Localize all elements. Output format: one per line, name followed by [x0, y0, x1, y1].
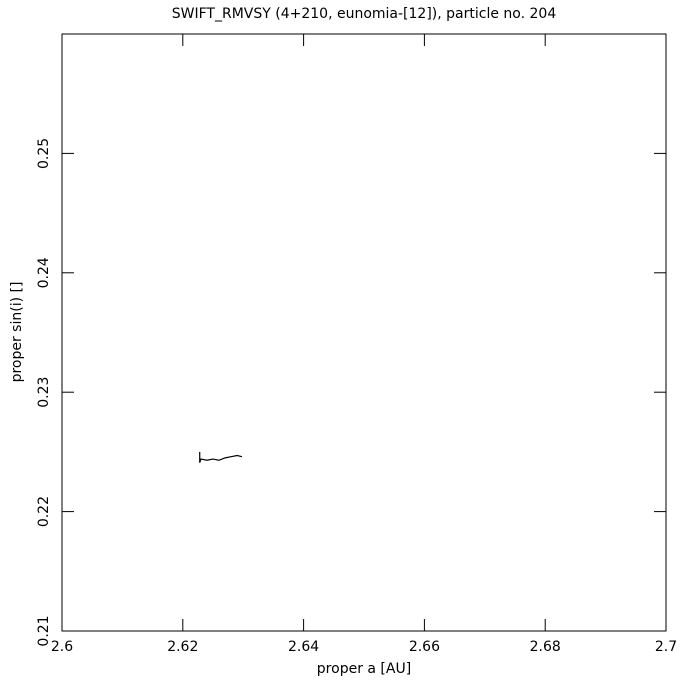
y-tick-label: 0.22 [36, 496, 52, 527]
y-tick-label: 0.21 [36, 615, 52, 646]
y-tick-label: 0.25 [36, 138, 52, 169]
plot-frame [61, 33, 667, 632]
x-tick-label: 2.66 [409, 639, 440, 655]
x-tick-label: 2.6 [51, 639, 73, 655]
y-axis-label: proper sin(i) [] [9, 282, 25, 383]
data-line [199, 451, 243, 463]
x-tick-label: 2.7 [655, 639, 677, 655]
x-tick-label: 2.64 [288, 639, 319, 655]
y-tick-label: 0.24 [36, 257, 52, 288]
y-tick-label: 0.23 [36, 377, 52, 408]
x-axis-label: proper a [AU] [317, 661, 411, 677]
chart-title: SWIFT_RMVSY (4+210, eunomia-[12]), parti… [172, 6, 557, 22]
x-tick-label: 2.62 [167, 639, 198, 655]
x-tick-label: 2.68 [530, 639, 561, 655]
